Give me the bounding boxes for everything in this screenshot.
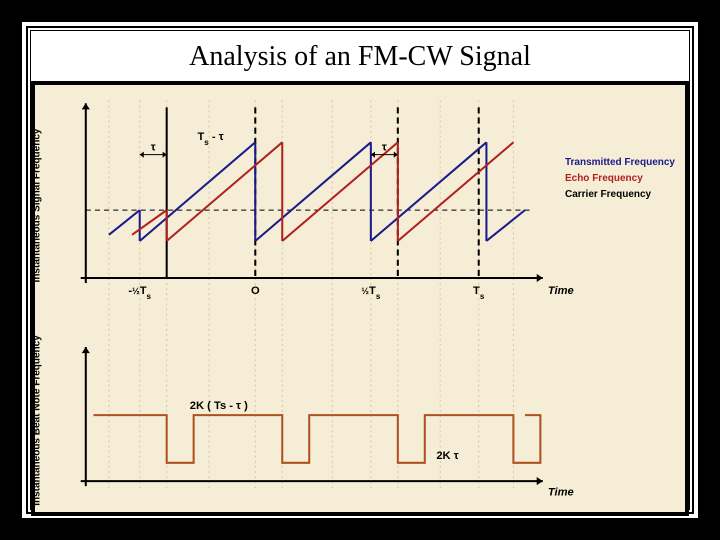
bottom-y-axis-label: Instantaneous Beat Note Frequency [32,335,43,506]
legend-carrier: Carrier Frequency [565,187,675,203]
slide-frame-inner: Analysis of an FM-CW Signal Instantaneou… [30,30,690,510]
slide-frame-mid: Analysis of an FM-CW Signal Instantaneou… [26,26,694,514]
svg-text:Ts - τ: Ts - τ [197,131,223,147]
svg-text:τ: τ [151,142,156,154]
svg-text:Time: Time [548,486,574,498]
svg-text:O: O [251,285,260,297]
chart-svg: ττTs - τ-½TsO½TsTsTime2K ( Ts - τ )2K τT… [35,85,685,512]
svg-text:τ: τ [382,142,387,154]
slide-frame-outer: Analysis of an FM-CW Signal Instantaneou… [20,20,700,520]
svg-text:Time: Time [548,285,574,297]
svg-text:2K ( Ts - τ ): 2K ( Ts - τ ) [190,400,248,412]
chart-wrapper: Instantaneous Signal Frequency Instantan… [31,81,689,516]
chart-canvas: Instantaneous Signal Frequency Instantan… [35,85,685,512]
slide-title: Analysis of an FM-CW Signal [31,31,689,81]
legend: Transmitted Frequency Echo Frequency Car… [565,155,675,203]
svg-text:2K τ: 2K τ [436,450,458,462]
legend-echo: Echo Frequency [565,171,675,187]
legend-transmitted: Transmitted Frequency [565,155,675,171]
top-y-axis-label: Instantaneous Signal Frequency [32,129,43,283]
svg-text:Ts: Ts [473,285,485,301]
